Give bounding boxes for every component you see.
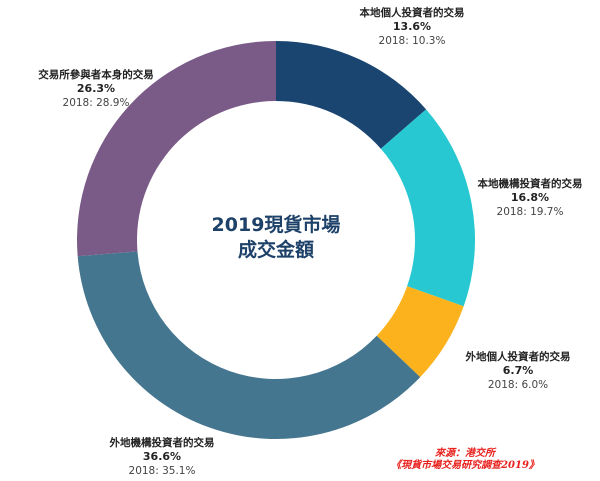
slice-local-institutional — [380, 109, 475, 307]
label-pct: 13.6% — [392, 20, 432, 33]
chart-title: 2019現貨市場 成交金額 — [176, 213, 376, 263]
source-line2: 《現貨市場交易研究調查2019》 — [391, 460, 539, 471]
label-pct: 6.7% — [502, 364, 534, 377]
label-pct: 26.3% — [76, 82, 116, 95]
slice-exchange-participants — [77, 41, 276, 257]
label-prev: 2018: 28.9% — [62, 97, 130, 109]
label-name: 本地個人投資者的交易 — [359, 7, 465, 19]
label-overseas-institutional: 外地機構投資者的交易 36.6% 2018: 35.1% — [72, 436, 252, 478]
source-note: 來源：港交所 《現貨市場交易研究調查2019》 — [335, 448, 595, 472]
label-local-institutional: 本地機構投資者的交易 16.8% 2018: 19.7% — [462, 177, 598, 219]
source-line1: 來源：港交所 — [435, 448, 495, 459]
label-pct: 36.6% — [142, 450, 182, 463]
chart-title-line1: 2019現貨市場 — [211, 214, 341, 236]
label-prev: 2018: 19.7% — [496, 206, 564, 218]
label-name: 外地個人投資者的交易 — [465, 351, 571, 363]
label-name: 交易所參與者本身的交易 — [38, 69, 154, 81]
slice-overseas-retail — [376, 286, 464, 378]
label-name: 外地機構投資者的交易 — [109, 437, 215, 449]
label-overseas-retail: 外地個人投資者的交易 6.7% 2018: 6.0% — [448, 350, 588, 392]
label-prev: 2018: 10.3% — [378, 35, 446, 47]
label-prev: 2018: 6.0% — [487, 379, 549, 391]
slice-overseas-institutional — [77, 251, 421, 439]
label-pct: 16.8% — [510, 191, 550, 204]
label-prev: 2018: 35.1% — [128, 465, 196, 477]
label-local-retail: 本地個人投資者的交易 13.6% 2018: 10.3% — [322, 6, 502, 48]
label-exchange-participants: 交易所參與者本身的交易 26.3% 2018: 28.9% — [6, 68, 186, 110]
chart-title-line2: 成交金額 — [237, 239, 314, 261]
slice-local-retail — [276, 41, 427, 149]
label-name: 本地機構投資者的交易 — [477, 178, 583, 190]
